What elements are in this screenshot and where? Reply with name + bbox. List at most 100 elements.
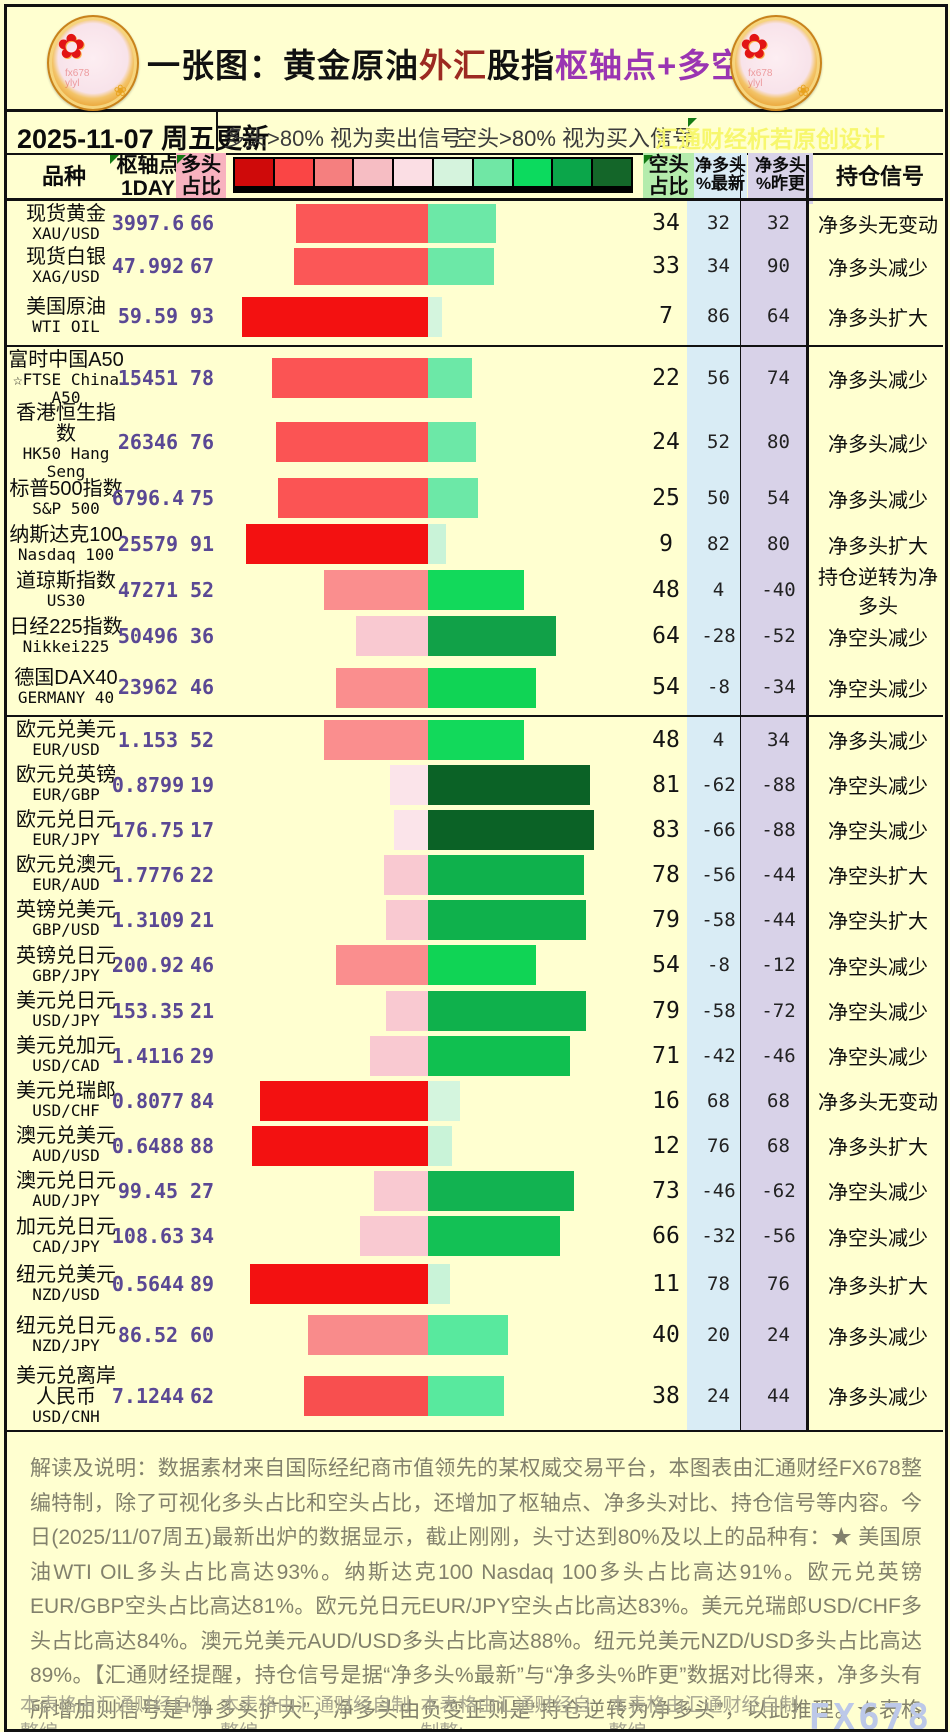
position-signal: 净多头扩大 [828,535,928,558]
instrument-code: Nasdaq 100 [17,544,115,564]
legend-color-cell [354,159,393,186]
position-signal: 净多头减少 [828,433,928,456]
long-pct-value: 34 [189,1224,215,1248]
pivot-value: 7.1244 [111,1383,185,1408]
long-bar [296,204,428,243]
short-bar [428,1036,570,1076]
instrument-code: GBP/JPY [32,965,100,985]
long-bar [242,297,428,337]
net-long-latest-value: 24 [707,1384,730,1407]
column-header-row: 品种 枢轴点 1DAY 多头 占比 空头 占比 净多头 %最新 净多头 %昨更 … [7,153,943,204]
short-pct-value: 34 [652,210,680,236]
pivot-value: 1.153 [117,727,179,752]
short-bar [428,668,536,708]
net-long-latest-value: 56 [707,367,730,389]
short-pct-value: 71 [652,1042,680,1069]
table-row: 纽元兑美元 NZD/USD 0.5644 89 11 78 76 净多头扩大 [7,1259,943,1309]
title-seg-purple: 枢轴点+多空 [555,47,746,84]
instrument-code: AUD/JPY [32,1191,100,1210]
short-pct-value: 24 [652,429,680,455]
long-bar [252,1126,428,1166]
pivot-value: 200.92 [111,953,185,977]
table-row: 日经225指数 Nikkei225 50496 36 64 -28 -52 净空头减少 [7,613,943,659]
position-signal: 净多头扩大 [828,307,928,330]
instrument-name-zh: 纽元兑日元 [16,1314,116,1337]
instrument-code: EUR/GBP [32,785,100,804]
instrument-name: 欧元兑日元 EUR/JPY [7,807,125,852]
pivot-value: 50496 [117,624,179,648]
position-signal: 净多头减少 [828,731,928,753]
net-long-latest-value: -32 [701,1225,736,1247]
instrument-name-zh: 现货黄金 [26,202,106,225]
net-long-prev-value: -88 [761,818,796,841]
instrument-name-zh: 欧元兑日元 [16,809,116,831]
short-bar [428,1216,560,1256]
table-row: 英镑兑日元 GBP/JPY 200.92 46 54 -8 -12 净空头减少 [7,942,943,988]
instrument-name: 加元兑日元 CAD/JPY [7,1213,125,1259]
col-header-net-prev: 净多头 %昨更 [748,153,813,204]
long-pct-value: 93 [189,304,215,328]
title-seg-red: 外汇 [419,47,487,84]
color-scale-legend [233,157,633,193]
plum-flower-icon: ✿ [740,28,769,66]
short-pct-value: 64 [652,623,680,649]
position-signal: 净多头无变动 [818,214,938,237]
legend-color-cell [433,159,472,186]
net-long-prev-value: 34 [767,728,790,751]
net-long-prev-value: -44 [761,863,796,886]
instrument-name: 欧元兑美元 EUR/USD [7,717,125,762]
short-bar [428,1376,504,1416]
long-bar [304,1376,428,1416]
fx678-watermark: FX678 [808,1696,932,1732]
net-long-prev-value: 64 [767,305,790,327]
position-signal: 净多头减少 [828,257,928,280]
footer-credit: 本表格由汇通财经自制整编 [608,1695,799,1732]
net-long-latest-value: -66 [701,818,736,841]
short-pct-value: 40 [652,1322,680,1348]
brand-watermark: 汇通财经析若原创设计 [655,126,885,152]
table-row: 纳斯达克100 Nasdaq 100 25579 91 9 82 80 净多头扩大 [7,521,943,567]
instrument-name: 纽元兑美元 NZD/USD [7,1259,125,1309]
comment-triangle-icon [688,118,697,127]
instrument-name: 英镑兑日元 GBP/JPY [7,942,125,988]
long-pct-value: 52 [189,727,215,752]
instrument-name: 欧元兑英镑 EUR/GBP [7,762,125,807]
instrument-name: 美元兑加元 USD/CAD [7,1033,125,1078]
comment-triangle-icon [644,155,653,164]
position-signal: 持仓逆转为净多头 [818,567,938,618]
legend-color-cell [553,159,592,186]
instrument-code: USD/JPY [32,1011,100,1030]
position-signal: 净空头减少 [828,1047,928,1069]
fx678-logo-left: ✿ ❀ fx678 ylyl [47,15,139,111]
long-pct-value: 46 [189,953,215,977]
instrument-code: EUR/AUD [32,875,100,894]
short-bar [428,297,442,337]
net-long-prev-value: -40 [761,579,796,601]
long-bar [246,524,428,564]
short-pct-value: 25 [652,485,680,511]
title-seg-black1: 一张图：黄金原油 [147,47,419,84]
long-bar [294,248,428,285]
net-long-prev-value: -62 [761,1179,796,1202]
update-date: 2025-11-07 周五更新 [17,124,270,154]
instrument-name-zh: 澳元兑美元 [16,1125,116,1147]
position-signal: 净多头扩大 [828,1275,928,1298]
instrument-code: EUR/JPY [32,830,100,849]
instrument-name-zh: 澳元兑日元 [16,1170,116,1192]
instrument-name: 美元兑日元 USD/JPY [7,988,125,1033]
long-pct-value: 36 [189,624,215,648]
long-pct-value: 78 [189,366,215,390]
position-signal: 净空头扩大 [828,911,928,933]
instrument-name: 纽元兑日元 NZD/JPY [7,1309,125,1361]
net-long-prev-value: 80 [767,533,790,555]
instrument-name-zh: 纽元兑美元 [16,1263,116,1286]
instrument-code: NZD/JPY [32,1335,100,1355]
instrument-code: EUR/USD [32,740,100,759]
divider [216,111,218,151]
short-bar [428,765,590,805]
instrument-code: S&P 500 [32,498,100,518]
instrument-name-zh: 美元兑日元 [16,990,116,1012]
instrument-name-zh: 现货白银 [26,245,106,268]
net-latest-column-stripe [687,201,740,1430]
short-bar [428,422,476,462]
